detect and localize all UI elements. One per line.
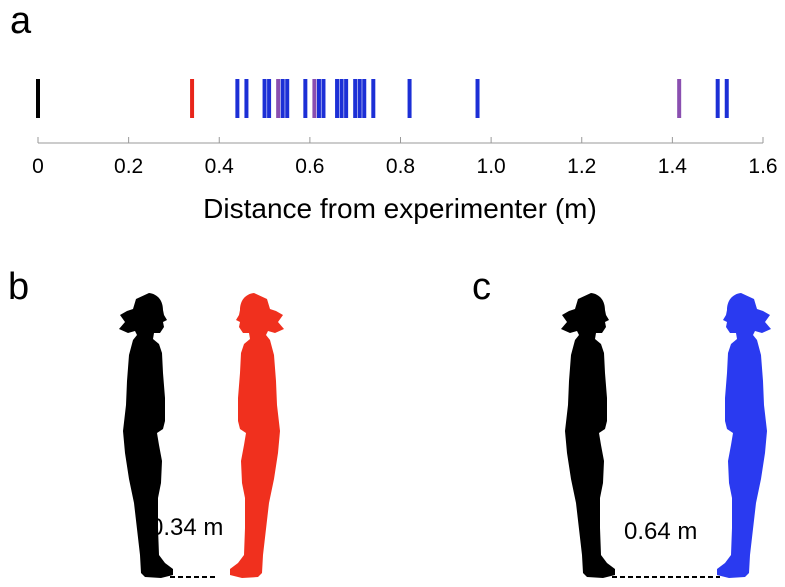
distance-mark (677, 79, 682, 118)
distance-mark (235, 79, 240, 118)
person-silhouette-shape (230, 293, 284, 578)
person-silhouette-right-c (717, 293, 771, 578)
x-tick-label: 1.4 (658, 155, 688, 178)
person-silhouette-shape (561, 293, 615, 578)
x-tick-label: 0 (32, 155, 44, 178)
distance-mark (335, 79, 340, 118)
distance-mark (36, 79, 40, 118)
distance-mark (321, 79, 326, 118)
x-axis-ticks: 0 0.2 0.4 0.6 0.8 1.0 1.2 1.4 1.6 (32, 137, 778, 178)
panel-label-c: c (472, 266, 491, 308)
distance-mark (357, 79, 362, 118)
distance-mark (475, 79, 480, 118)
x-tick-label: 0.4 (205, 155, 235, 178)
distance-mark (280, 79, 285, 118)
distance-mark (371, 79, 376, 118)
panel-label-b: b (8, 266, 30, 308)
distance-mark (312, 79, 317, 118)
x-tick-label: 1.2 (567, 155, 596, 178)
panel-label-a: a (10, 0, 32, 42)
distance-mark (190, 79, 195, 118)
distance-mark (353, 79, 358, 118)
x-axis-title: Distance from experimenter (m) (203, 193, 597, 224)
distance-mark (724, 79, 729, 118)
distance-mark (303, 79, 308, 118)
distance-label-b: 0.34 m (150, 514, 224, 541)
x-tick-label: 0.6 (295, 155, 324, 178)
distance-mark (262, 79, 267, 118)
distance-mark (362, 79, 367, 118)
distance-label-c: 0.64 m (624, 518, 698, 545)
x-tick-label: 0.8 (386, 155, 415, 178)
distance-marks (36, 79, 729, 118)
distance-mark (316, 79, 321, 118)
person-silhouette-left-b (119, 293, 173, 578)
x-tick-label: 0.2 (114, 155, 143, 178)
distance-mark (339, 79, 344, 118)
x-tick-label: 1.0 (477, 155, 506, 178)
person-silhouette-right-b (230, 293, 284, 578)
distance-mark (285, 79, 290, 118)
distance-strip-chart: 0 0.2 0.4 0.6 0.8 1.0 1.2 1.4 1.6 Distance from … (32, 79, 778, 224)
distance-mark (344, 79, 349, 118)
distance-mark (276, 79, 281, 118)
distance-mark (267, 79, 272, 118)
distance-mark (715, 79, 720, 118)
distance-mark (407, 79, 412, 118)
x-tick-label: 1.6 (748, 155, 777, 178)
person-silhouette-left-c (561, 293, 615, 578)
person-silhouette-shape (119, 293, 173, 578)
distance-mark (244, 79, 249, 118)
person-silhouette-shape (717, 293, 771, 578)
